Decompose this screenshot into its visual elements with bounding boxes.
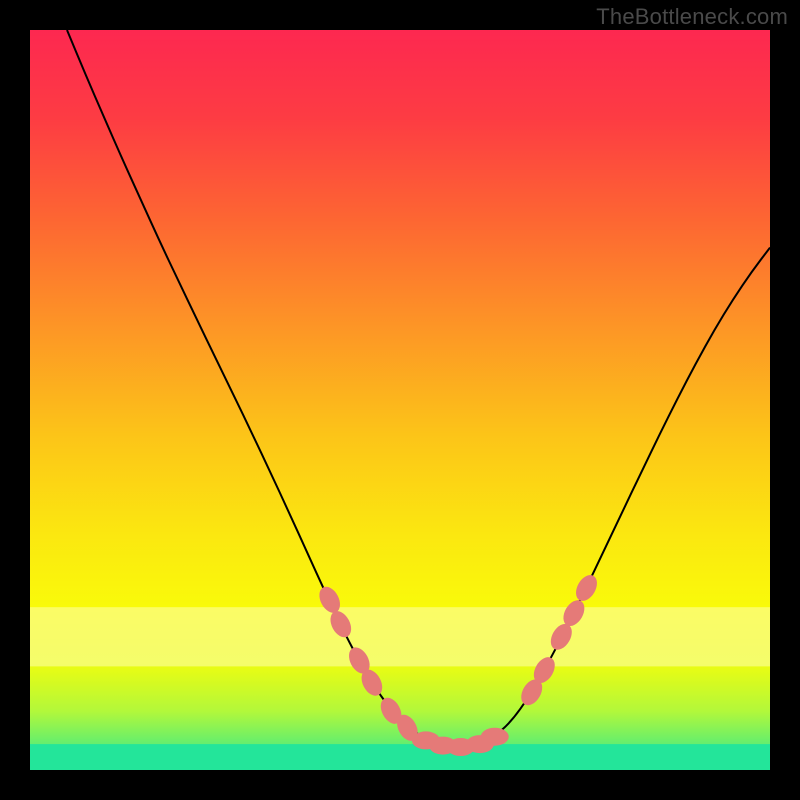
bottleneck-chart-svg bbox=[0, 0, 800, 800]
chart-stage: TheBottleneck.com bbox=[0, 0, 800, 800]
optimal-band-green bbox=[30, 744, 770, 770]
watermark-text: TheBottleneck.com bbox=[596, 4, 788, 30]
highlight-band-pale bbox=[30, 607, 770, 666]
curve-marker bbox=[481, 728, 509, 746]
